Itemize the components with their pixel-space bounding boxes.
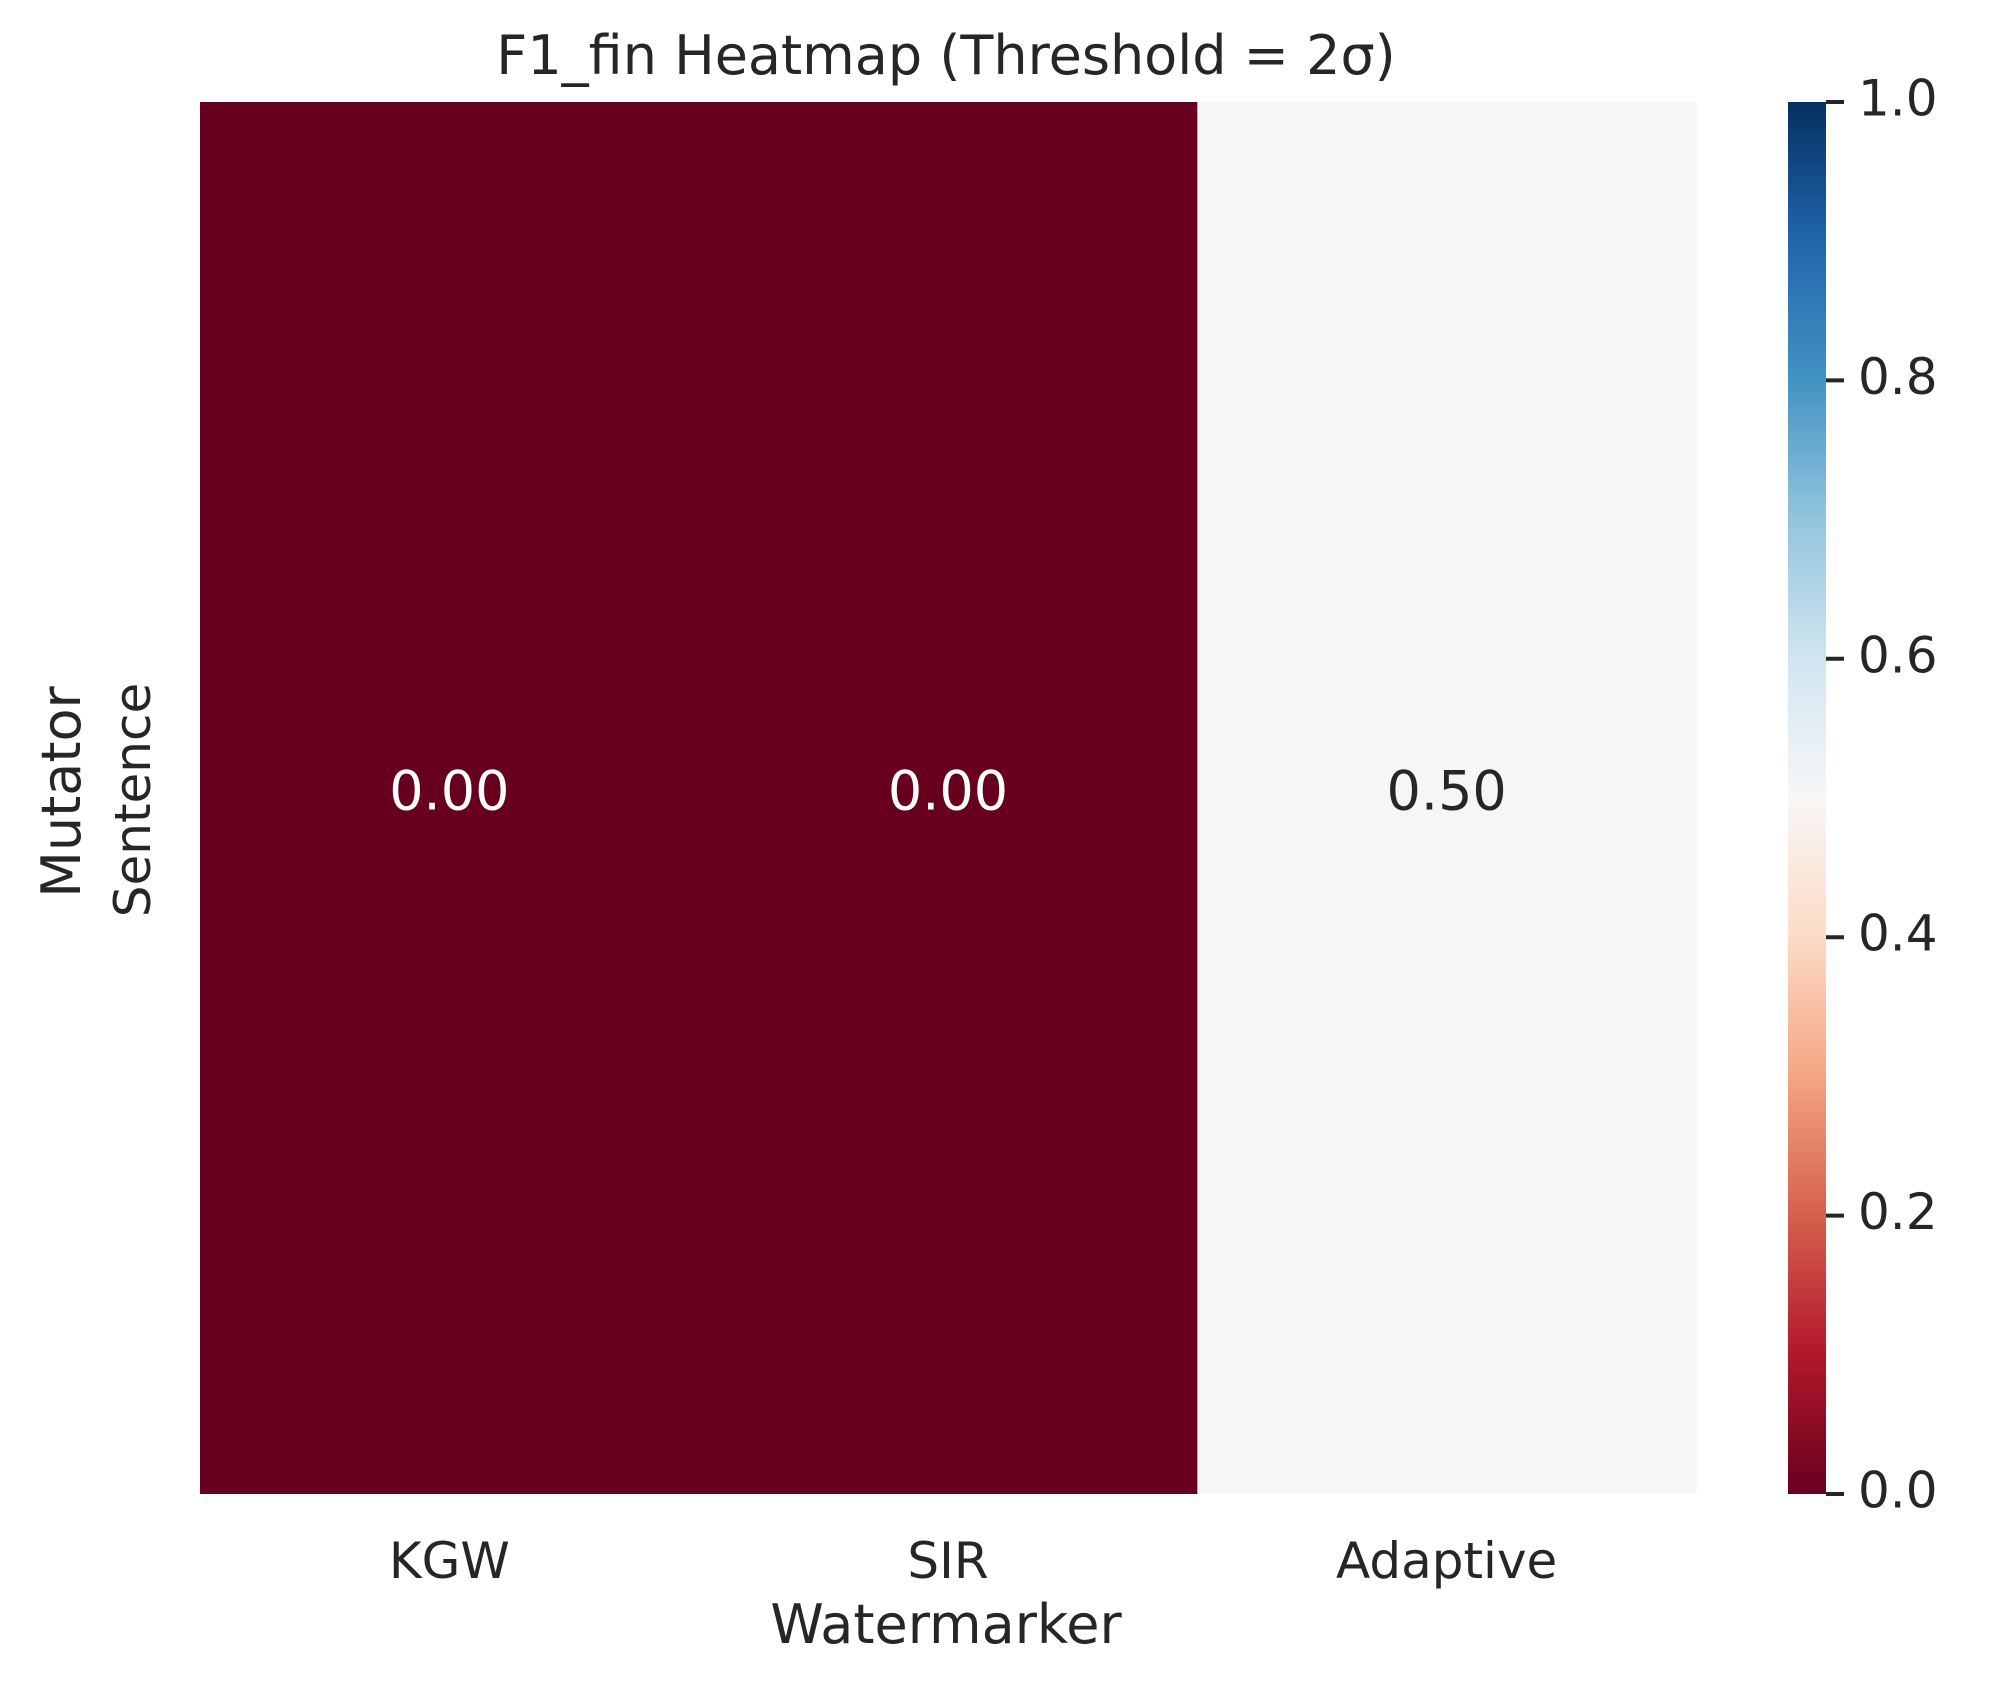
heatmap-cell-labels: 0.00 0.00 0.50 — [389, 760, 1507, 823]
colorbar-tick-label: 1.0 — [1858, 70, 1938, 128]
x-tick-label: KGW — [389, 1532, 510, 1590]
colorbar — [1788, 102, 1826, 1494]
colorbar-ticks: 0.0 0.2 0.4 0.6 0.8 1.0 — [1826, 70, 1938, 1520]
cell-value-label: 0.00 — [389, 760, 509, 823]
heatmap-cell-kgw — [200, 102, 700, 1494]
heatmap-cell-sir — [698, 102, 1198, 1494]
heatmap-cell-adaptive — [1197, 102, 1697, 1494]
colorbar-tick-label: 0.0 — [1858, 1462, 1938, 1520]
x-axis-tick-labels: KGW SIR Adaptive — [389, 1532, 1557, 1590]
cell-value-label: 0.50 — [1387, 760, 1507, 823]
cell-value-label: 0.00 — [888, 760, 1008, 823]
x-tick-label: Adaptive — [1336, 1532, 1557, 1590]
colorbar-tick-label: 0.6 — [1858, 626, 1938, 684]
x-axis-label: Watermarker — [770, 1593, 1122, 1656]
heatmap-cells — [200, 102, 1697, 1494]
colorbar-tick-label: 0.4 — [1858, 905, 1938, 963]
colorbar-tick-label: 0.8 — [1858, 348, 1938, 406]
colorbar-tick-label: 0.2 — [1858, 1183, 1938, 1241]
y-axis-tick-labels: Sentence — [104, 683, 162, 918]
y-tick-label: Sentence — [104, 683, 162, 918]
x-tick-label: SIR — [907, 1532, 988, 1590]
y-axis-label: Mutator — [30, 685, 93, 897]
chart-title: F1_fin Heatmap (Threshold = 2σ) — [496, 24, 1395, 87]
